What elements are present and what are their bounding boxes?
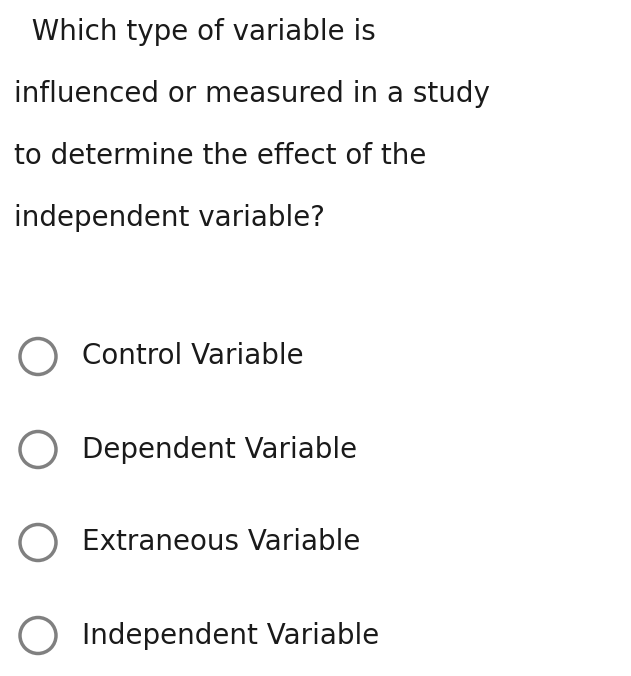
Text: Control Variable: Control Variable [82,343,304,370]
Text: independent variable?: independent variable? [14,204,325,232]
Text: Which type of variable is: Which type of variable is [14,18,375,46]
Text: Dependent Variable: Dependent Variable [82,435,357,464]
Text: to determine the effect of the: to determine the effect of the [14,142,427,170]
Text: Independent Variable: Independent Variable [82,621,379,650]
Text: Extraneous Variable: Extraneous Variable [82,529,360,556]
Text: influenced or measured in a study: influenced or measured in a study [14,80,490,108]
